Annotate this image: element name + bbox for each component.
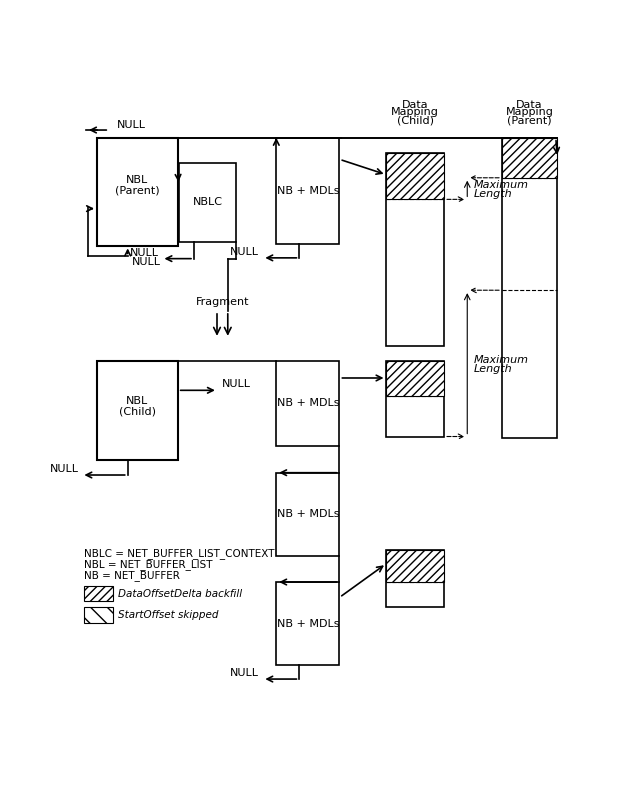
Bar	[502, 138, 557, 178]
Text: Maximum: Maximum	[473, 180, 529, 190]
Text: Mapping: Mapping	[391, 107, 440, 118]
Text: NBLC = NET_BUFFER_LIST_CONTEXT: NBLC = NET_BUFFER_LIST_CONTEXT	[84, 548, 274, 559]
Text: Length: Length	[473, 364, 512, 374]
Text: StartOffset skipped: StartOffset skipped	[119, 610, 219, 620]
Text: NB + MDLs: NB + MDLs	[277, 186, 339, 196]
Bar	[386, 361, 444, 436]
Text: NBL: NBL	[126, 396, 149, 406]
Text: (Child): (Child)	[119, 406, 155, 416]
Bar	[386, 153, 444, 200]
Text: Data: Data	[402, 99, 429, 110]
Text: NB + MDLs: NB + MDLs	[277, 510, 339, 519]
Text: Data: Data	[516, 99, 543, 110]
Text: (Parent): (Parent)	[507, 115, 552, 125]
Bar	[386, 549, 444, 607]
Bar	[84, 607, 113, 622]
Text: NULL: NULL	[230, 246, 260, 257]
Bar	[84, 586, 113, 601]
Text: Mapping: Mapping	[506, 107, 554, 118]
Text: NBL = NET_BUFFER_LIST: NBL = NET_BUFFER_LIST	[84, 559, 213, 570]
Text: NULL: NULL	[50, 463, 78, 474]
Bar	[277, 138, 339, 244]
Bar	[386, 549, 444, 582]
Bar	[386, 153, 444, 346]
Bar	[386, 361, 444, 396]
Text: NULL: NULL	[117, 120, 146, 130]
Bar	[277, 473, 339, 556]
Text: Fragment: Fragment	[196, 297, 249, 307]
Text: NULL: NULL	[221, 379, 251, 389]
Text: NULL: NULL	[130, 248, 159, 258]
Text: NULL: NULL	[132, 258, 161, 267]
Text: Maximum: Maximum	[473, 355, 529, 365]
Text: Length: Length	[473, 189, 512, 199]
Bar	[502, 138, 557, 438]
Text: NULL: NULL	[230, 668, 260, 678]
Bar	[179, 163, 236, 242]
Text: (Parent): (Parent)	[115, 185, 160, 195]
Text: NBLC: NBLC	[192, 197, 223, 207]
Bar	[277, 582, 339, 665]
Text: DataOffsetDelta backfill: DataOffsetDelta backfill	[119, 588, 243, 599]
Text: NB + MDLs: NB + MDLs	[277, 398, 339, 409]
Text: NBL: NBL	[126, 175, 149, 185]
Text: (Child): (Child)	[397, 115, 434, 125]
Bar	[97, 361, 177, 460]
Text: NB + MDLs: NB + MDLs	[277, 619, 339, 629]
Text: NB = NET_BUFFER: NB = NET_BUFFER	[84, 570, 180, 580]
Bar	[277, 361, 339, 446]
Bar	[97, 138, 177, 246]
